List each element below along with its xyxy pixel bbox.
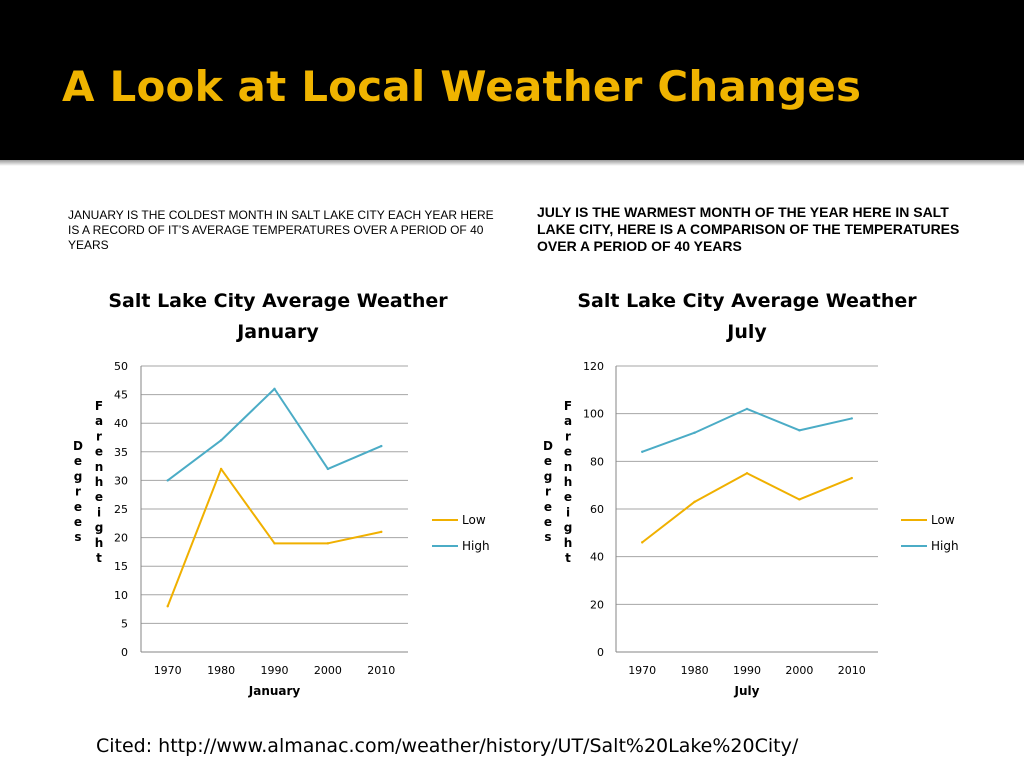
july-high-point	[850, 417, 853, 420]
july-y-tick-label: 80	[590, 455, 604, 468]
january-x-tick-label: 1980	[207, 664, 235, 677]
january-low-point	[380, 530, 383, 534]
july-low-point	[798, 498, 801, 501]
july-high-point	[641, 450, 644, 453]
january-high-point	[326, 467, 330, 471]
january-low-point	[219, 467, 223, 471]
citation: Cited: http://www.almanac.com/weather/hi…	[96, 735, 799, 757]
chart-title-july-line2: July	[727, 321, 767, 343]
january-y-tick-label: 20	[114, 532, 128, 545]
july-legend-label-high: High	[931, 539, 959, 553]
january-y-tick-label: 35	[114, 446, 128, 459]
july-high-point	[693, 431, 696, 434]
july-y-tick-label: 0	[597, 646, 604, 659]
january-y-tick-label: 40	[114, 417, 128, 430]
january-low-point	[326, 542, 330, 545]
january-x-tick-label: 2010	[367, 664, 395, 677]
january-y-tick-label: 15	[114, 560, 128, 573]
january-y-tick-label: 45	[114, 389, 128, 402]
january-high-point	[273, 387, 276, 391]
january-legend-label-low: Low	[462, 513, 486, 527]
slide-title: A Look at Local Weather Changes	[62, 62, 862, 111]
january-high-point	[166, 479, 169, 482]
january-y-tick-label: 25	[114, 503, 128, 516]
chart-title-july-line1: Salt Lake City Average Weather	[577, 290, 917, 312]
july-low-point	[641, 541, 644, 544]
july-x-axis-title: July	[734, 684, 760, 698]
july-y-tick-label: 20	[590, 598, 604, 611]
january-y-tick-label: 5	[121, 617, 128, 630]
july-x-tick-label: 2010	[838, 664, 866, 677]
january-high-point	[380, 444, 383, 448]
july-y-tick-label: 40	[590, 551, 604, 564]
caption-july: JULY IS THE WARMEST MONTH OF THE YEAR HE…	[537, 204, 960, 254]
july-y-tick-label: 100	[583, 408, 604, 421]
january-x-axis-title: January	[248, 684, 301, 698]
july-low-point	[693, 500, 696, 504]
january-y-tick-label: 0	[121, 646, 128, 659]
january-x-tick-label: 1990	[261, 664, 289, 677]
july-y-tick-label: 120	[583, 360, 604, 373]
january-high-series-line	[167, 387, 382, 482]
january-y-tick-label: 10	[114, 589, 128, 602]
chart-title-january-line2: January	[237, 321, 319, 343]
july-x-tick-label: 2000	[785, 664, 813, 677]
july-high-point	[798, 429, 801, 432]
title-bar	[0, 0, 1024, 166]
july-high-series-line	[641, 407, 853, 453]
january-x-tick-label: 2000	[314, 664, 342, 677]
january-low-point	[273, 542, 276, 545]
july-legend-label-low: Low	[931, 513, 955, 527]
chart-title-january-line1: Salt Lake City Average Weather	[108, 290, 448, 312]
july-low-series-line	[641, 472, 853, 544]
july-low-point	[745, 472, 749, 475]
january-legend-label-high: High	[462, 539, 490, 553]
july-low-point	[850, 476, 853, 480]
caption-january: JANUARY IS THE COLDEST MONTH IN SALT LAK…	[68, 208, 494, 252]
july-x-tick-label: 1990	[733, 664, 761, 677]
january-low-point	[166, 605, 169, 608]
january-y-tick-label: 30	[114, 474, 128, 487]
july-high-point	[745, 407, 749, 411]
chart-title-january: Salt Lake City Average Weather January	[88, 286, 468, 348]
january-x-tick-label: 1970	[154, 664, 182, 677]
july-x-tick-label: 1970	[628, 664, 656, 677]
chart-title-july: Salt Lake City Average Weather July	[557, 286, 937, 348]
july-x-tick-label: 1980	[681, 664, 709, 677]
january-y-tick-label: 50	[114, 360, 128, 373]
july-y-tick-label: 60	[590, 503, 604, 516]
january-high-point	[219, 439, 223, 442]
